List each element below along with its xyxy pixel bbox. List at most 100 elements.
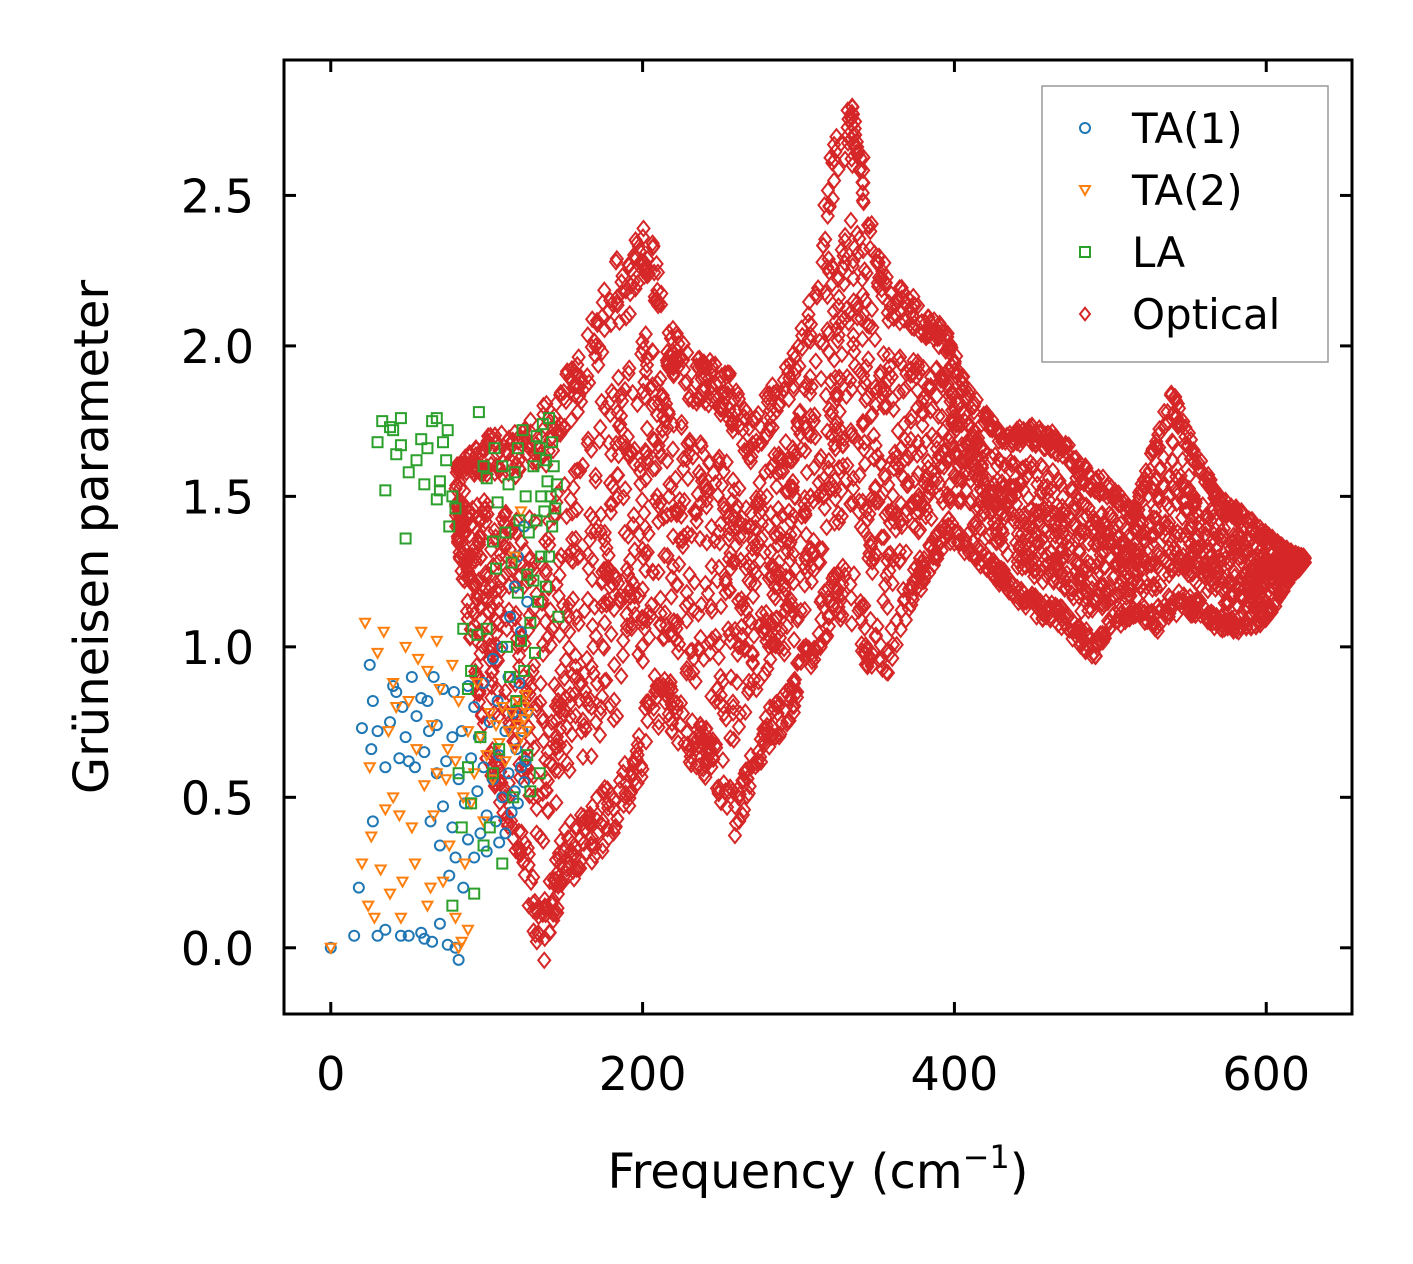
- data-point-optical: [703, 743, 719, 762]
- data-point-optical: [645, 234, 660, 253]
- data-point-ta-1: [480, 845, 493, 858]
- data-point-optical: [783, 607, 799, 626]
- data-point-optical: [1152, 419, 1167, 439]
- data-point-optical: [468, 551, 483, 570]
- data-point-la: [483, 821, 496, 834]
- data-point-optical: [743, 452, 759, 471]
- data-point-la: [530, 514, 543, 527]
- data-point-optical: [1120, 544, 1135, 564]
- data-point-optical: [525, 868, 541, 887]
- data-point-optical: [672, 530, 688, 549]
- data-point-ta-1: [394, 929, 407, 942]
- data-point-optical: [932, 445, 948, 464]
- data-point-la: [533, 442, 546, 455]
- data-point-optical: [649, 680, 664, 699]
- data-point-ta-1: [415, 692, 428, 705]
- data-point-optical: [863, 490, 879, 509]
- data-point-optical: [842, 371, 858, 390]
- data-point-optical: [1188, 445, 1203, 464]
- data-point-optical: [665, 527, 681, 546]
- data-point-la: [418, 478, 431, 491]
- data-point-optical: [986, 513, 1002, 532]
- data-point-optical: [1012, 536, 1027, 555]
- data-point-optical: [450, 529, 466, 548]
- data-point-optical: [568, 706, 583, 726]
- data-point-optical: [1199, 608, 1214, 627]
- data-point-optical: [907, 296, 923, 315]
- data-point-optical: [738, 702, 753, 722]
- data-point-optical: [768, 562, 784, 581]
- data-point-optical: [1146, 575, 1162, 594]
- data-point-optical: [987, 446, 1003, 465]
- data-point-optical: [709, 680, 725, 699]
- data-point-optical: [589, 311, 605, 330]
- data-point-optical: [604, 294, 620, 313]
- data-point-optical: [846, 326, 861, 345]
- data-point-optical: [635, 332, 650, 351]
- data-point-optical: [831, 288, 847, 307]
- data-point-optical: [573, 829, 589, 848]
- data-point-optical: [1199, 528, 1215, 547]
- data-point-optical: [715, 384, 730, 403]
- data-point-optical: [1068, 486, 1084, 505]
- data-point-optical: [657, 546, 672, 565]
- data-point-optical: [1165, 433, 1181, 453]
- data-point-optical: [1088, 593, 1103, 612]
- data-point-optical: [1152, 460, 1167, 479]
- data-point-optical: [485, 662, 501, 681]
- data-point-ta-2: [511, 720, 525, 733]
- data-point-optical: [483, 577, 498, 596]
- data-point-optical: [855, 520, 871, 540]
- data-point-ta-2: [409, 744, 424, 757]
- data-point-optical: [685, 738, 701, 757]
- data-point-optical: [877, 465, 892, 484]
- data-point-optical: [936, 371, 951, 391]
- data-point-optical: [1139, 502, 1154, 521]
- data-point-optical: [1183, 430, 1199, 449]
- data-point-optical: [549, 711, 565, 730]
- data-point-optical: [855, 366, 871, 385]
- data-point-optical: [855, 191, 871, 210]
- data-point-optical: [627, 586, 642, 606]
- data-point-optical: [948, 346, 964, 366]
- data-point-optical: [521, 550, 537, 569]
- data-point-la: [446, 899, 459, 912]
- data-point-optical: [569, 608, 584, 627]
- data-point-optical: [1048, 443, 1063, 463]
- data-point-optical: [557, 418, 572, 437]
- data-point-optical: [735, 805, 751, 825]
- data-point-optical: [1220, 499, 1236, 518]
- data-point-optical: [746, 558, 762, 577]
- data-point-optical: [1102, 504, 1117, 523]
- data-point-ta-1: [486, 652, 499, 665]
- data-point-optical: [1170, 522, 1185, 542]
- data-point-optical: [669, 630, 685, 649]
- data-point-optical: [1184, 495, 1200, 514]
- data-point-optical: [828, 439, 843, 458]
- data-point-optical: [598, 671, 614, 690]
- data-point-optical: [552, 625, 567, 644]
- data-point-optical: [817, 283, 833, 302]
- data-point-optical: [627, 247, 643, 266]
- data-point-optical: [605, 477, 620, 496]
- data-point-la: [491, 496, 504, 509]
- data-point-optical: [751, 404, 766, 423]
- data-point-optical: [725, 693, 741, 712]
- data-point-ta-1: [518, 776, 531, 789]
- data-point-optical: [804, 377, 819, 396]
- data-point-optical: [1116, 531, 1132, 551]
- data-point-optical: [1028, 422, 1043, 442]
- data-point-optical: [468, 546, 483, 566]
- data-point-optical: [954, 489, 969, 508]
- data-point-optical: [472, 528, 488, 548]
- data-point-optical: [1217, 611, 1233, 630]
- data-point-optical: [585, 616, 600, 635]
- data-point-la: [477, 460, 490, 473]
- data-point-optical: [627, 541, 642, 560]
- data-point-ta-1: [366, 815, 379, 828]
- data-point-la: [505, 556, 518, 569]
- data-point-optical: [659, 418, 675, 437]
- data-point-optical: [745, 587, 761, 606]
- data-point-optical: [831, 326, 846, 345]
- data-point-optical: [814, 610, 829, 629]
